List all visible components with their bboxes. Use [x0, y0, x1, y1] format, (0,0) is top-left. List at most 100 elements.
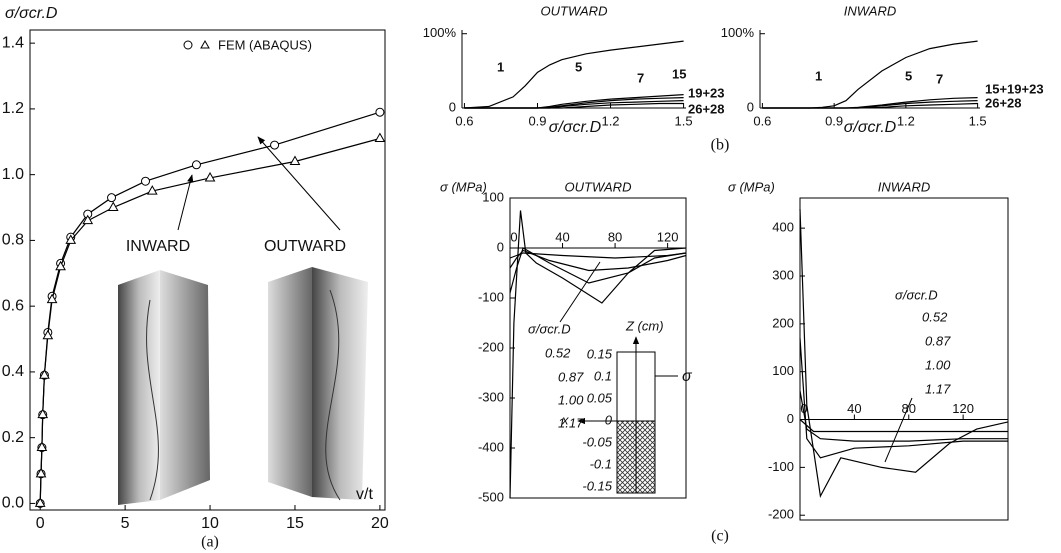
curve-label: 26+28 [985, 95, 1022, 110]
series-label: OUTWARD [264, 238, 346, 255]
panel-label: (c) [711, 528, 729, 545]
x-tick-label: 0.6 [455, 113, 473, 128]
inset-tick-label: 0.05 [587, 390, 613, 405]
y-tick-label: 1.0 [2, 166, 24, 183]
inset-tick-label: -0.15 [582, 478, 612, 493]
curve-label: 1 [497, 59, 504, 74]
data-point [376, 108, 384, 116]
y-tick-label: 0.0 [2, 495, 24, 512]
inset-z-label: Z (cm) [625, 318, 664, 333]
chart-title: INWARD [878, 179, 930, 194]
fem-model-inward [268, 267, 368, 500]
figure: σ/σcr.D v/t FEM (ABAQUS) (a) (b) (c) σ/σ… [0, 0, 1061, 553]
legend-marker [201, 41, 209, 48]
inset-tick-label: -0.05 [582, 434, 612, 449]
y-axis-label: σ (MPa) [440, 179, 487, 194]
curve-label: 1 [815, 68, 822, 83]
y-tick-label: 0.6 [2, 297, 24, 314]
curve-label: 15 [672, 66, 686, 81]
series-line [464, 41, 683, 108]
x-tick-label: 80 [902, 401, 916, 416]
x-tick-label: 20 [371, 515, 389, 532]
x-tick-label: 120 [952, 401, 974, 416]
legend-label: 0.87 [558, 369, 584, 384]
legend-label: 0.52 [922, 309, 948, 324]
data-point [108, 194, 116, 202]
y-tick-label: 100% [721, 25, 755, 40]
x-tick-label: 1.2 [897, 113, 915, 128]
fem-model-outward [118, 270, 210, 505]
curve-label: 5 [575, 59, 582, 74]
x-tick-label: 5 [121, 515, 130, 532]
y-axis-label: σ (MPa) [728, 179, 775, 194]
x-tick-label: 0 [36, 515, 45, 532]
y-tick-label: 200 [772, 315, 794, 330]
x-tick-label: 40 [847, 401, 861, 416]
inset-tick-label: 0.1 [594, 368, 612, 383]
y-tick-label: 0.4 [2, 363, 24, 380]
y-tick-label: 0 [497, 239, 504, 254]
y-axis-label: σ/σcr.D [5, 5, 58, 22]
inset-tick-label: 0 [605, 412, 613, 427]
legend-title: σ/σcr.D [528, 321, 571, 336]
series-line [800, 209, 1008, 496]
x-axis-label: σ/σcr.D [844, 119, 897, 136]
curve-label: 15+19+23 [985, 81, 1044, 96]
y-tick-label: 300 [772, 267, 794, 282]
y-tick-label: 0.2 [2, 429, 24, 446]
y-tick-label: 0.8 [2, 232, 24, 249]
legend-label: FEM (ABAQUS) [218, 37, 312, 52]
data-point [271, 141, 279, 149]
data-point [375, 133, 384, 141]
y-tick-label: -200 [768, 507, 794, 522]
curve-label: 7 [637, 70, 644, 85]
y-tick-label: -200 [478, 339, 504, 354]
legend-label: 1.00 [925, 357, 951, 372]
y-tick-label: 0 [449, 99, 456, 114]
y-tick-label: 0 [747, 99, 754, 114]
y-tick-label: 1.4 [2, 34, 24, 51]
data-point [142, 177, 150, 185]
legend-label: 1.17 [558, 415, 584, 430]
y-tick-label: -500 [478, 489, 504, 504]
curve-label: 26+28 [688, 101, 725, 116]
curve-label: 7 [936, 71, 943, 86]
x-tick-label: 80 [608, 229, 622, 244]
y-tick-label: -400 [478, 439, 504, 454]
curve-label: 19+23 [688, 85, 725, 100]
x-axis-label: v/t [356, 486, 373, 503]
chart-title: INWARD [844, 3, 896, 18]
panel-label: (b) [711, 137, 730, 154]
x-tick-label: 10 [201, 515, 219, 532]
x-tick-label: 0.9 [528, 113, 546, 128]
inset-tick-label: 0.15 [587, 346, 613, 361]
legend-marker [184, 41, 192, 49]
x-tick-label: 0.9 [825, 113, 843, 128]
x-tick-label: 120 [657, 229, 679, 244]
panel-label: (a) [201, 534, 219, 551]
x-tick-label: 0 [510, 229, 517, 244]
legend-label: 0.87 [925, 333, 951, 348]
annotation-arrow [258, 137, 340, 230]
chart-title: OUTWARD [541, 3, 608, 18]
y-tick-label: 100 [482, 189, 504, 204]
inset-tick-label: -0.1 [590, 456, 612, 471]
legend-title: σ/σcr.D [895, 287, 938, 302]
x-tick-label: 0.6 [753, 113, 771, 128]
x-tick-label: 40 [555, 229, 569, 244]
y-tick-label: -100 [478, 289, 504, 304]
y-tick-label: 100 [772, 363, 794, 378]
data-point [192, 161, 200, 169]
y-tick-label: 100% [423, 25, 457, 40]
inset-sigma-label: σ [682, 368, 693, 385]
plot-frame [800, 198, 1008, 520]
curve-label: 5 [905, 68, 912, 83]
y-tick-label: 0 [787, 411, 794, 426]
y-tick-label: 1.2 [2, 100, 24, 117]
y-tick-label: -300 [478, 389, 504, 404]
legend-label: 0.52 [545, 345, 571, 360]
legend-label: 1.00 [558, 392, 584, 407]
legend-label: 1.17 [925, 381, 951, 396]
chart-title: OUTWARD [565, 179, 632, 194]
y-tick-label: -100 [768, 459, 794, 474]
